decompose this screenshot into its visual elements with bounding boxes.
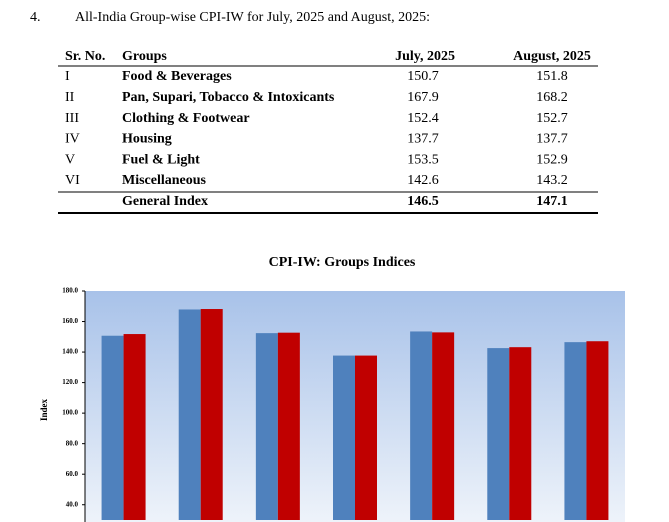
bar — [123, 334, 146, 520]
y-tick-label: 140.0 — [62, 348, 78, 356]
bar — [200, 309, 223, 520]
table-cell: I — [65, 69, 70, 84]
heading-text: All-India Group-wise CPI-IW for July, 20… — [75, 10, 430, 25]
y-tick-label: 160.0 — [62, 317, 78, 325]
table-cell: 153.5 — [407, 152, 439, 167]
y-tick-label: 120.0 — [62, 378, 78, 386]
table-cell: Pan, Supari, Tobacco & Intoxicants — [122, 90, 335, 105]
bar — [487, 348, 510, 520]
y-tick-label: 180.0 — [62, 287, 78, 295]
table-cell: 152.7 — [536, 111, 568, 126]
bar — [564, 342, 587, 520]
bar — [277, 332, 300, 520]
y-tick-label: 80.0 — [66, 439, 79, 447]
bar — [255, 333, 278, 520]
table-total: 147.1 — [536, 194, 568, 209]
table-cell: 142.6 — [407, 173, 439, 188]
table-cell: 150.7 — [407, 69, 439, 84]
table-cell: III — [65, 111, 79, 126]
y-tick-label: 60.0 — [66, 470, 79, 478]
bar — [355, 355, 377, 520]
table-cell: 152.4 — [407, 111, 439, 126]
table-total: General Index — [122, 194, 208, 209]
table-cell: 152.9 — [536, 152, 568, 167]
bar — [586, 341, 609, 520]
bar — [333, 355, 355, 520]
table-cell: Clothing & Footwear — [122, 111, 250, 126]
table-cell: 137.7 — [407, 132, 439, 147]
table-cell: 151.8 — [536, 69, 568, 84]
table-header: Groups — [122, 49, 167, 64]
table-cell: IV — [65, 132, 80, 147]
chart-title: CPI-IW: Groups Indices — [269, 255, 416, 270]
table-cell: 168.2 — [536, 90, 568, 105]
table-cell: V — [65, 152, 75, 167]
table-header: August, 2025 — [513, 49, 591, 64]
y-axis-label: Index — [39, 399, 49, 422]
table-cell: Housing — [122, 132, 172, 147]
table-header: July, 2025 — [395, 49, 455, 64]
y-tick-label: 100.0 — [62, 409, 78, 417]
table-header: Sr. No. — [65, 49, 105, 64]
table-cell: 167.9 — [407, 90, 439, 105]
table-cell: Fuel & Light — [122, 152, 200, 167]
y-tick-label: 40.0 — [66, 500, 79, 508]
table-total: 146.5 — [407, 194, 439, 209]
table-cell: II — [65, 90, 75, 105]
table-cell: VI — [65, 173, 80, 188]
bar — [509, 347, 532, 520]
table-cell: 143.2 — [536, 173, 568, 188]
table-cell: 137.7 — [536, 132, 568, 147]
bar — [432, 332, 455, 520]
heading-number: 4. — [30, 10, 41, 25]
table-cell: Food & Beverages — [122, 69, 232, 84]
bar — [178, 309, 201, 520]
bar — [101, 335, 124, 520]
bar — [410, 331, 433, 520]
table-cell: Miscellaneous — [122, 173, 207, 188]
